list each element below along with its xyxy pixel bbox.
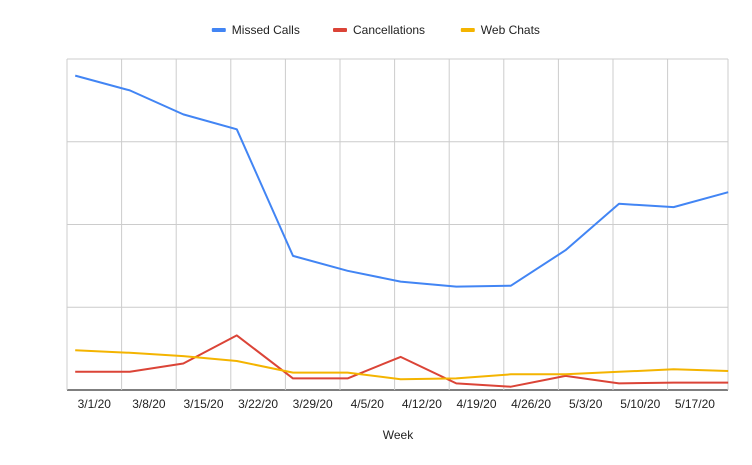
x-axis-title: Week xyxy=(383,428,414,442)
legend-item-missed-calls: Missed Calls xyxy=(211,23,300,37)
legend-swatch xyxy=(333,28,347,32)
gridlines xyxy=(66,58,729,391)
x-tick-label: 4/19/20 xyxy=(456,397,496,411)
legend-item-web-chats: Web Chats xyxy=(460,23,540,37)
legend-label: Cancellations xyxy=(353,23,425,37)
series-line-cancellations xyxy=(75,334,729,388)
legend-swatch xyxy=(460,28,475,32)
legend-item-cancellations: Cancellations xyxy=(333,23,425,37)
x-tick-label: 4/5/20 xyxy=(351,397,385,411)
x-tick-label: 3/22/20 xyxy=(238,397,278,411)
x-tick-label: 5/10/20 xyxy=(620,397,660,411)
x-tick-label: 3/8/20 xyxy=(132,397,166,411)
legend-label: Missed Calls xyxy=(232,23,300,37)
x-tick-label: 5/3/20 xyxy=(569,397,603,411)
x-tick-labels: 3/1/20 3/8/20 3/15/20 3/22/20 3/29/20 4/5/20 4… xyxy=(78,397,716,411)
legend-label: Web Chats xyxy=(481,23,540,37)
x-tick-label: 4/26/20 xyxy=(511,397,551,411)
legend-swatch xyxy=(211,28,226,32)
legend: Missed Calls Cancellations Web Chats xyxy=(211,23,540,37)
x-tick-label: 3/1/20 xyxy=(78,397,112,411)
series-line-web-chats xyxy=(75,349,729,381)
x-tick-label: 4/12/20 xyxy=(402,397,442,411)
x-tick-label: 3/29/20 xyxy=(293,397,333,411)
x-tick-label: 5/17/20 xyxy=(675,397,715,411)
x-tick-label: 3/15/20 xyxy=(183,397,223,411)
series-lines xyxy=(74,74,729,388)
series-line-missed-calls xyxy=(74,74,729,288)
